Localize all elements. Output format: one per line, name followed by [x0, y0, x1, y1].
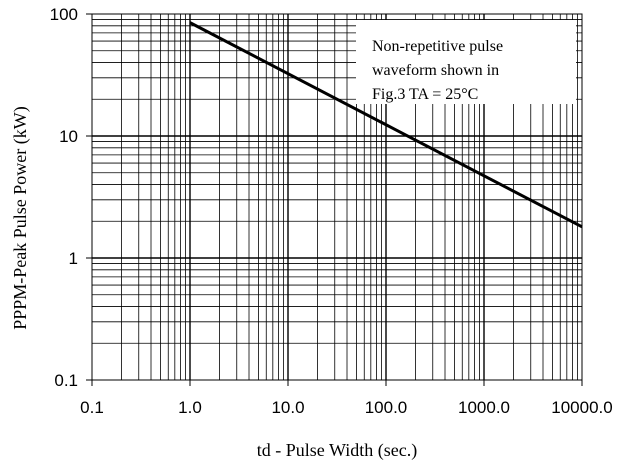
y-axis-title: PPPM-Peak Pulse Power (kW) — [10, 106, 31, 330]
series-line-group — [189, 21, 583, 229]
x-tick-label: 10.0 — [271, 398, 304, 417]
series-line — [189, 21, 583, 229]
annotation-line-3: Fig.3 TA = 25°C — [372, 86, 478, 103]
x-axis-title: td - Pulse Width (sec.) — [257, 440, 417, 460]
grid-minor-y — [92, 19, 582, 344]
annotation-background — [356, 20, 576, 104]
annotation-box: Non-repetitive pulse waveform shown in F… — [356, 20, 576, 104]
x-tick-label: 1000.0 — [458, 398, 510, 417]
annotation-line-1: Non-repetitive pulse — [372, 38, 503, 55]
y-tick-labels: 0.1 1 10 100 — [50, 5, 92, 390]
x-tick-label: 100.0 — [365, 398, 408, 417]
x-tick-label: 10000.0 — [551, 398, 612, 417]
x-tick-label: 1.0 — [178, 398, 202, 417]
y-tick-label: 0.1 — [54, 371, 78, 390]
y-tick-label: 1 — [69, 249, 78, 268]
plot-frame — [91, 13, 583, 381]
annotation-line-2: waveform shown in — [372, 62, 499, 79]
x-tick-label: 0.1 — [80, 398, 104, 417]
grid-minor-x — [121, 14, 578, 380]
y-tick-label: 10 — [59, 127, 78, 146]
y-tick-label: 100 — [50, 5, 78, 24]
x-tick-labels: 0.1 1.0 10.0 100.0 1000.0 10000.0 — [80, 380, 613, 417]
